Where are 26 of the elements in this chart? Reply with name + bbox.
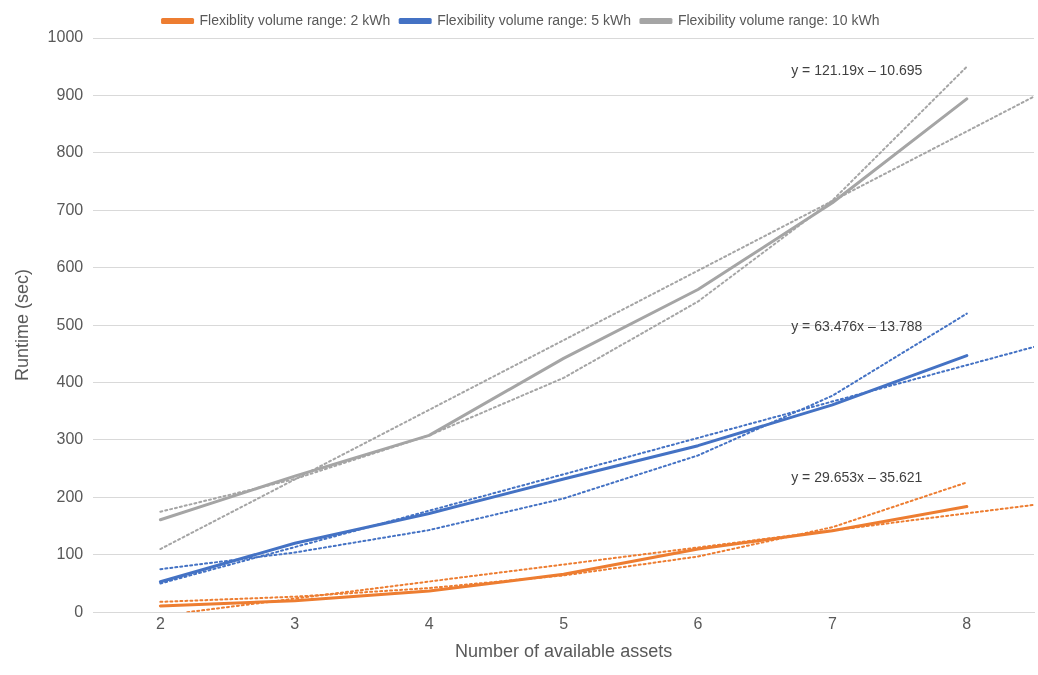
y-axis-title: Runtime (sec) <box>11 269 32 382</box>
x-tick-label: 3 <box>290 615 300 633</box>
x-tick-label: 8 <box>962 615 972 633</box>
annotation: y = 63.476x – 13.788 <box>791 318 923 335</box>
x-tick-label: 2 <box>155 615 165 633</box>
y-tick-label: 0 <box>74 602 84 620</box>
y-tick-label: 900 <box>56 85 84 103</box>
y-tick-label: 200 <box>56 487 84 505</box>
legend-label: Flexibility volume range: 5 kWh <box>437 11 631 28</box>
y-tick-label: 1000 <box>47 28 84 46</box>
legend-label: Flexiblity volume range: 2 kWh <box>199 11 391 28</box>
y-tick-label: 800 <box>56 143 84 161</box>
x-tick-label: 7 <box>827 615 837 633</box>
annotation: y = 121.19x – 10.695 <box>791 61 923 78</box>
annotation: y = 29.653x – 35.621 <box>791 469 923 486</box>
y-tick-label: 400 <box>56 372 84 390</box>
x-tick-label: 4 <box>424 615 434 633</box>
x-tick-label: 5 <box>559 615 569 633</box>
y-tick-label: 100 <box>56 545 84 563</box>
y-tick-label: 300 <box>56 430 84 448</box>
y-tick-label: 600 <box>56 258 84 276</box>
x-axis-title: Number of available assets <box>455 641 673 662</box>
y-tick-label: 700 <box>56 200 84 218</box>
y-tick-label: 500 <box>56 315 84 333</box>
legend-label: Flexibility volume range: 10 kWh <box>677 11 880 28</box>
x-tick-label: 6 <box>693 615 703 633</box>
